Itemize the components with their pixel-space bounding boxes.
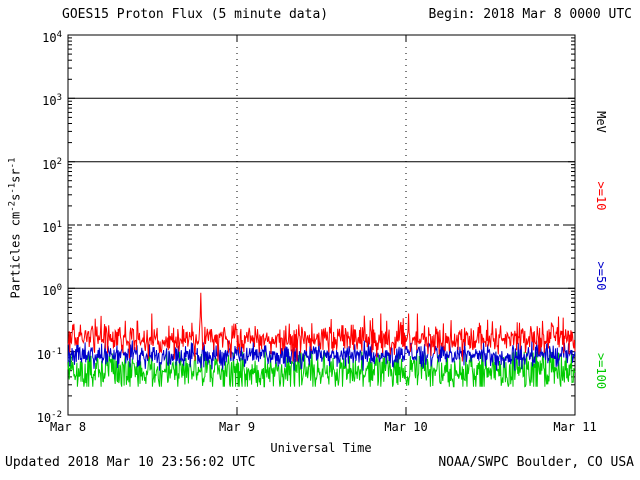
x-axis-label: Universal Time [270,441,372,455]
y-tick-label-10e-1: 10-1 [36,346,62,362]
y-tick-label-10e1: 101 [42,220,62,235]
flux-series--50-mev [67,340,576,371]
right-label-100: >=100 [594,352,608,390]
right-label-10: >=10 [594,181,608,211]
right-label-50: >=50 [594,261,608,291]
flux-series--10-mev [67,292,576,362]
source-attribution: NOAA/SWPC Boulder, CO USA [438,455,634,470]
y-tick-label-10e2: 102 [42,156,62,172]
begin-timestamp: Begin: 2018 Mar 8 0000 UTC [428,7,633,22]
chart-title: GOES15 Proton Flux (5 minute data) [62,7,329,22]
y-tick-label-10e4: 104 [42,30,62,45]
right-label-mev: MeV [594,111,608,133]
flux-series--100-mev [67,351,576,388]
x-tick-mar9: Mar 9 [218,420,256,434]
y-tick-label-10e3: 103 [42,93,62,109]
y-tick-label-10e0: 100 [42,283,62,299]
x-tick-mar8: Mar 8 [49,420,87,434]
updated-timestamp: Updated 2018 Mar 10 23:56:02 UTC [5,455,256,470]
x-tick-mar11: Mar 11 [553,420,597,434]
y-tick-label-10e-2: 10-2 [36,410,62,425]
x-tick-mar10: Mar 10 [384,420,428,434]
